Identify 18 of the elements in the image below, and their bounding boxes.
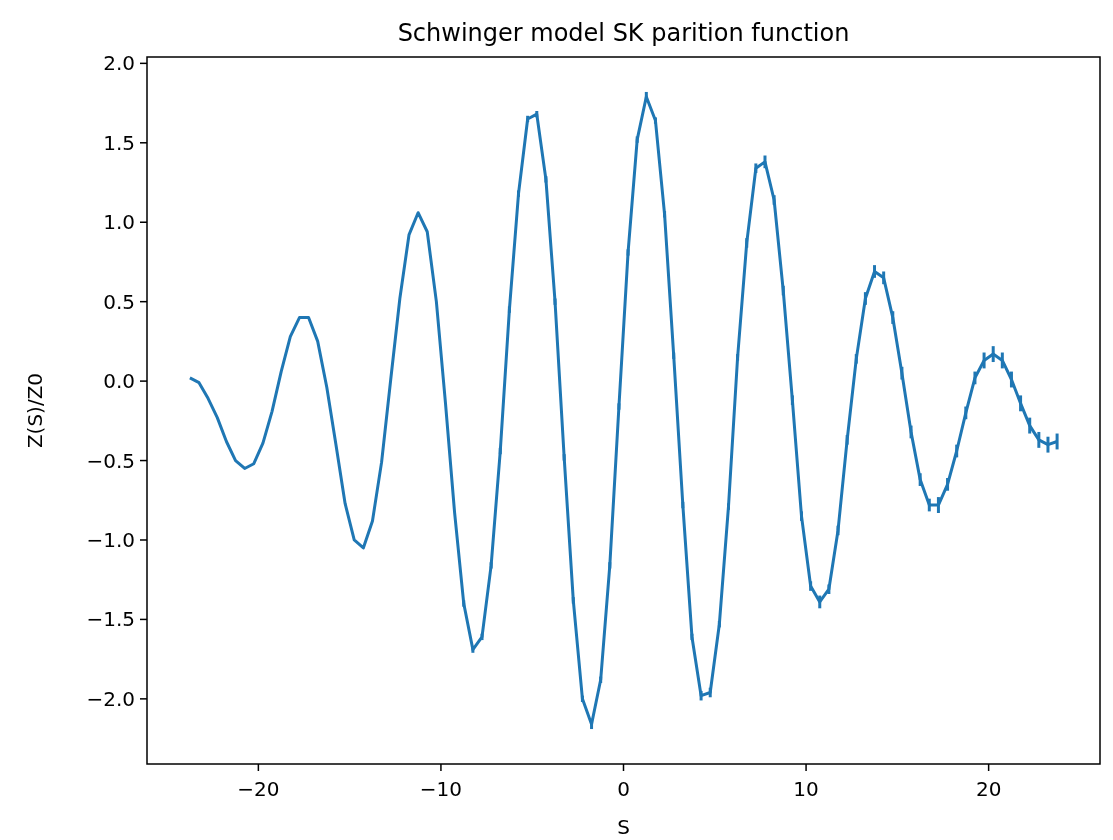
x-tick-label: 0 xyxy=(617,777,630,801)
x-axis-title: S xyxy=(617,815,630,839)
y-tick-label: 2.0 xyxy=(103,51,135,76)
y-tick-label: −1.0 xyxy=(86,527,135,552)
chart-title: Schwinger model SK parition function xyxy=(397,19,850,47)
y-tick-label: −2.0 xyxy=(86,686,135,711)
y-axis-title: Z(S)/Z0 xyxy=(23,372,47,449)
x-tick-label: 10 xyxy=(793,777,819,801)
y-tick-label: 1.0 xyxy=(103,210,135,235)
y-tick-label: 0.5 xyxy=(103,289,135,314)
y-tick-label: 1.5 xyxy=(103,130,135,155)
x-tick-label: −10 xyxy=(419,777,463,801)
y-tick-label: 0.0 xyxy=(103,369,135,394)
line-series xyxy=(188,95,1059,726)
y-tick-label: −0.5 xyxy=(86,448,135,473)
x-tick-label: 20 xyxy=(975,777,1002,801)
x-tick-label: −20 xyxy=(237,777,280,801)
y-tick-label: −1.5 xyxy=(86,607,135,632)
